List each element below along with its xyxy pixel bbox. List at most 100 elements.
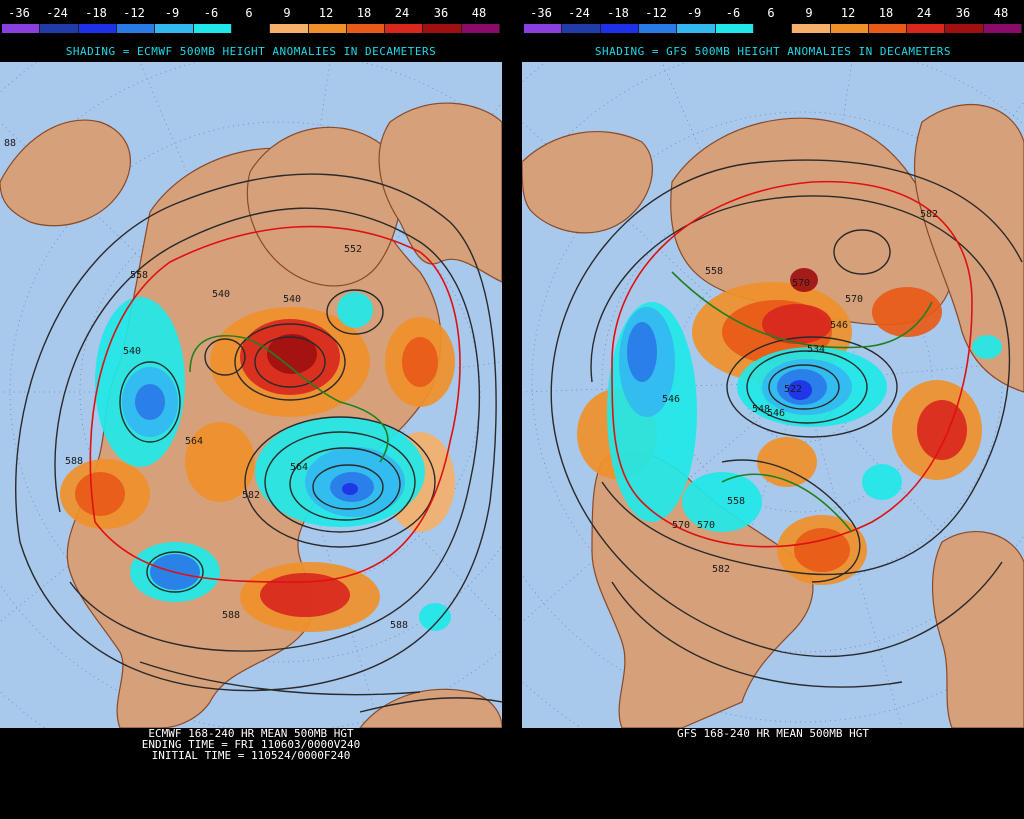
greenland (246, 126, 402, 287)
europe (913, 104, 1024, 393)
caption-line: INITIAL TIME = 110524/0000F240 (151, 749, 351, 762)
scale-label: 6 (767, 6, 775, 20)
scale-label: 12 (318, 6, 334, 20)
contour-label: 88 (4, 138, 16, 149)
positive-anomaly (757, 437, 817, 487)
caption-line: GFS 168-240 HR MEAN 500MB HGT (676, 727, 870, 740)
negative-anomaly (135, 384, 165, 420)
color-swatch (524, 24, 563, 33)
contour-label: 570 (672, 520, 690, 531)
africa (931, 531, 1024, 728)
anomaly-scale-labels: -36 -24 -18 -12 -9 -6 6 9 12 18 24 36 48 (0, 6, 502, 20)
panel-divider (502, 0, 522, 819)
color-swatch (231, 24, 271, 33)
color-swatch (562, 24, 601, 33)
contour-label: 564 (185, 436, 203, 447)
south-america (359, 688, 502, 728)
contour-label: 570 (845, 294, 863, 305)
green-contour (189, 335, 389, 463)
color-swatch (677, 24, 716, 33)
negative-anomaly (337, 292, 373, 328)
scale-label: 48 (471, 6, 487, 20)
scale-label: 18 (356, 6, 372, 20)
contour-label: 588 (390, 620, 408, 631)
scale-label: 9 (805, 6, 813, 20)
scale-label: -24 (46, 6, 68, 20)
anomaly-scale-labels: -36 -24 -18 -12 -9 -6 6 9 12 18 24 36 48 (522, 6, 1024, 20)
contour-label: 588 (222, 610, 240, 621)
negative-anomaly (862, 464, 902, 500)
contour-labels: 88 540 540 552 540 588 558 582 588 588 5… (4, 138, 408, 631)
anomaly-shading (60, 292, 455, 632)
shading-subtitle: SHADING = GFS 500MB HEIGHT ANOMALIES IN … (594, 45, 952, 58)
height-contours (550, 159, 1023, 688)
scale-label: 36 (433, 6, 449, 20)
color-swatch (792, 24, 831, 33)
gfs-map: 558 570 570 546 534 522 546 570 582 582 … (522, 62, 1024, 728)
scale-label: 24 (916, 6, 932, 20)
contour-label: 540 (283, 294, 301, 305)
scale-label: 18 (878, 6, 894, 20)
contour-label: 522 (784, 384, 802, 395)
positive-anomaly (75, 472, 125, 516)
contour-label: 548 (752, 404, 770, 415)
height-contours (15, 173, 502, 713)
contour-label: 570 (697, 520, 715, 531)
color-swatch (830, 24, 869, 33)
green-contour (721, 473, 853, 533)
positive-anomaly (872, 287, 942, 337)
color-swatch (600, 24, 639, 33)
color-swatch (983, 24, 1023, 33)
red-contour (89, 225, 461, 583)
scale-label: 24 (394, 6, 410, 20)
green-contour (671, 271, 933, 349)
contour-label: 570 (792, 278, 810, 289)
positive-anomaly (794, 528, 850, 572)
ecmwf-panel: -36 -24 -18 -12 -9 -6 6 9 12 18 24 36 48… (0, 0, 502, 819)
positive-anomaly (917, 400, 967, 460)
scale-label: -9 (686, 6, 702, 20)
scale-label: -18 (85, 6, 107, 20)
color-swatch (155, 24, 194, 33)
color-swatch (638, 24, 678, 33)
ecmwf-caption: ECMWF 168-240 HR MEAN 500MB HGT ENDING T… (0, 728, 502, 761)
anomaly-color-bar (524, 24, 1023, 33)
contour-label: 558 (727, 496, 745, 507)
positive-anomaly (790, 268, 818, 292)
color-swatch (907, 24, 946, 33)
contour-label: 540 (212, 289, 230, 300)
negative-anomaly (682, 472, 762, 532)
scale-label: -12 (123, 6, 145, 20)
gfs-caption: GFS 168-240 HR MEAN 500MB HGT (522, 728, 1024, 739)
color-swatch (715, 24, 754, 33)
color-swatch (116, 24, 156, 33)
caption-line: ENDING TIME = FRI 110603/0000V240 (141, 738, 361, 751)
color-swatch (2, 24, 41, 33)
positive-anomaly (402, 337, 438, 387)
contour-labels: 558 570 570 546 534 522 546 570 582 582 … (662, 209, 938, 575)
contour-label: 546 (662, 394, 680, 405)
positive-anomaly (185, 422, 255, 502)
color-swatch (270, 24, 309, 33)
color-swatch (753, 24, 793, 33)
negative-anomaly (627, 322, 657, 382)
scale-label: -36 (8, 6, 30, 20)
gfs-panel: -36 -24 -18 -12 -9 -6 6 9 12 18 24 36 48… (522, 0, 1024, 819)
negative-anomaly (419, 603, 451, 631)
scale-label: 48 (993, 6, 1009, 20)
contour-label: 558 (130, 270, 148, 281)
scale-label: -9 (164, 6, 180, 20)
contour-label: 552 (344, 244, 362, 255)
color-swatch (461, 24, 501, 33)
contour-label: 588 (65, 456, 83, 467)
red-contour (611, 180, 973, 548)
scale-label: -24 (568, 6, 590, 20)
contour-label: 582 (920, 209, 938, 220)
contour-label: 546 (767, 408, 785, 419)
color-swatch (40, 24, 79, 33)
contour-label: 564 (290, 462, 308, 473)
scale-label: -18 (607, 6, 629, 20)
color-swatch (868, 24, 908, 33)
color-swatch (78, 24, 117, 33)
color-swatch (945, 24, 984, 33)
